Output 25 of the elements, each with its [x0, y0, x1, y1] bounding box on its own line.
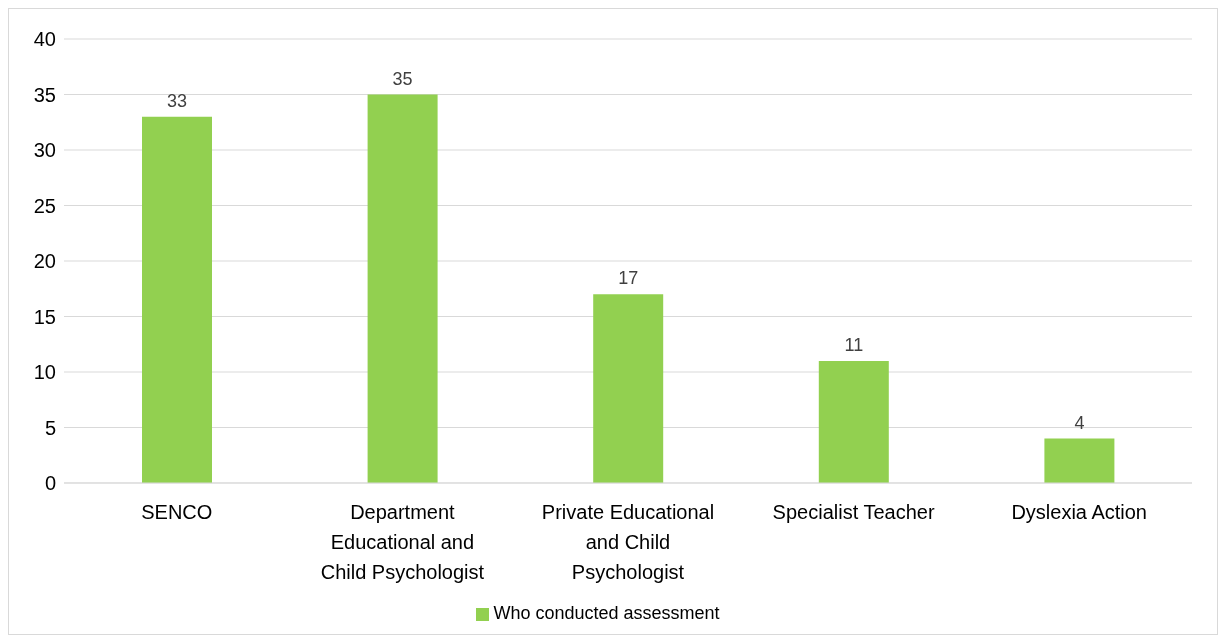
x-tick-label: Specialist Teacher — [772, 501, 935, 523]
data-label: 33 — [166, 90, 188, 111]
legend-label: Who conducted assessment — [493, 603, 720, 623]
x-tick-label: Private Educational and Child Psychologist — [541, 501, 715, 583]
y-tick-label: 20 — [33, 250, 56, 273]
x-tick-label: Department Educational and Child Psychologist — [320, 501, 485, 583]
y-tick-label: 0 — [44, 472, 56, 495]
data-label: 11 — [844, 334, 864, 355]
data-label: 35 — [392, 68, 413, 89]
y-tick-label: 35 — [33, 83, 56, 106]
bar — [818, 360, 889, 483]
bar — [142, 116, 212, 483]
y-tick-label: 5 — [44, 416, 56, 439]
x-tick-label: SENCO — [141, 501, 213, 523]
bar — [593, 294, 664, 483]
data-label: 17 — [618, 268, 639, 289]
bar — [1044, 438, 1115, 483]
x-tick-label: Dyslexia Action — [1011, 501, 1148, 523]
y-tick-label: 40 — [33, 28, 56, 51]
data-label: 4 — [1074, 412, 1085, 433]
y-tick-label: 30 — [33, 139, 56, 162]
bar — [367, 94, 438, 483]
y-tick-label: 10 — [33, 361, 56, 384]
y-tick-label: 15 — [33, 305, 56, 328]
y-tick-label: 25 — [33, 194, 56, 217]
